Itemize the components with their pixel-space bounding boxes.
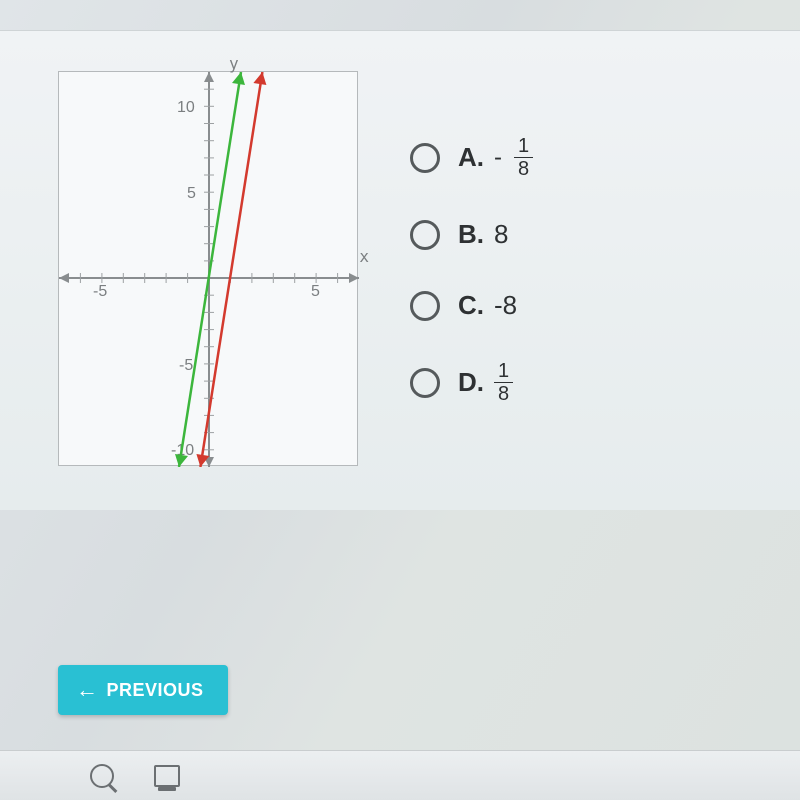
- taskbar: [0, 750, 800, 800]
- option-fraction: 1 8: [494, 361, 513, 404]
- graph-container: y x: [58, 71, 358, 466]
- radio-icon: [410, 291, 440, 321]
- ytick-5: 5: [187, 185, 196, 202]
- coordinate-plane: -5 5 10 5 -5 -10: [59, 72, 359, 467]
- option-letter: C.: [458, 290, 484, 321]
- task-view-icon[interactable]: [154, 765, 180, 787]
- xtick-5: 5: [311, 283, 320, 300]
- option-letter: B.: [458, 219, 484, 250]
- option-letter: D.: [458, 367, 484, 398]
- ytick-neg5: -5: [179, 357, 193, 374]
- option-value: -8: [494, 290, 517, 321]
- arrow-left-icon: ←: [76, 679, 99, 701]
- radio-icon: [410, 143, 440, 173]
- previous-button[interactable]: ← PREVIOUS: [58, 665, 228, 715]
- option-b[interactable]: B. 8: [410, 219, 533, 250]
- radio-icon: [410, 220, 440, 250]
- radio-icon: [410, 368, 440, 398]
- search-icon[interactable]: [90, 764, 114, 788]
- xtick-neg5: -5: [93, 283, 107, 300]
- option-d[interactable]: D. 1 8: [410, 361, 533, 404]
- x-axis-label: x: [359, 247, 369, 266]
- option-fraction: 1 8: [514, 136, 533, 179]
- option-letter: A.: [458, 142, 484, 173]
- y-axis-label: y: [229, 54, 239, 73]
- option-neg: -: [494, 144, 502, 172]
- option-a[interactable]: A. - 1 8: [410, 136, 533, 179]
- option-value: 8: [494, 219, 508, 250]
- option-c[interactable]: C. -8: [410, 290, 533, 321]
- previous-label: PREVIOUS: [107, 680, 204, 701]
- question-card: y x: [0, 30, 800, 510]
- ytick-10: 10: [177, 99, 195, 116]
- answer-options: A. - 1 8 B. 8 C. -8 D: [410, 136, 533, 404]
